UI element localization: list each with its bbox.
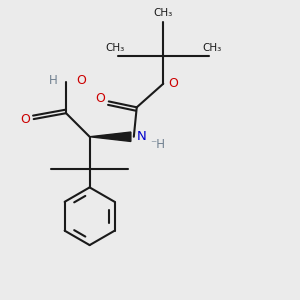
Text: O: O bbox=[169, 77, 178, 90]
Text: O: O bbox=[20, 112, 30, 126]
Text: CH₃: CH₃ bbox=[202, 44, 221, 53]
Text: O: O bbox=[96, 92, 106, 105]
Text: CH₃: CH₃ bbox=[105, 44, 124, 53]
Text: H: H bbox=[49, 74, 57, 87]
Text: ⁻H: ⁻H bbox=[150, 138, 165, 151]
Text: N: N bbox=[137, 130, 146, 143]
Text: CH₃: CH₃ bbox=[154, 8, 173, 18]
Polygon shape bbox=[90, 132, 131, 142]
Text: O: O bbox=[76, 74, 86, 87]
